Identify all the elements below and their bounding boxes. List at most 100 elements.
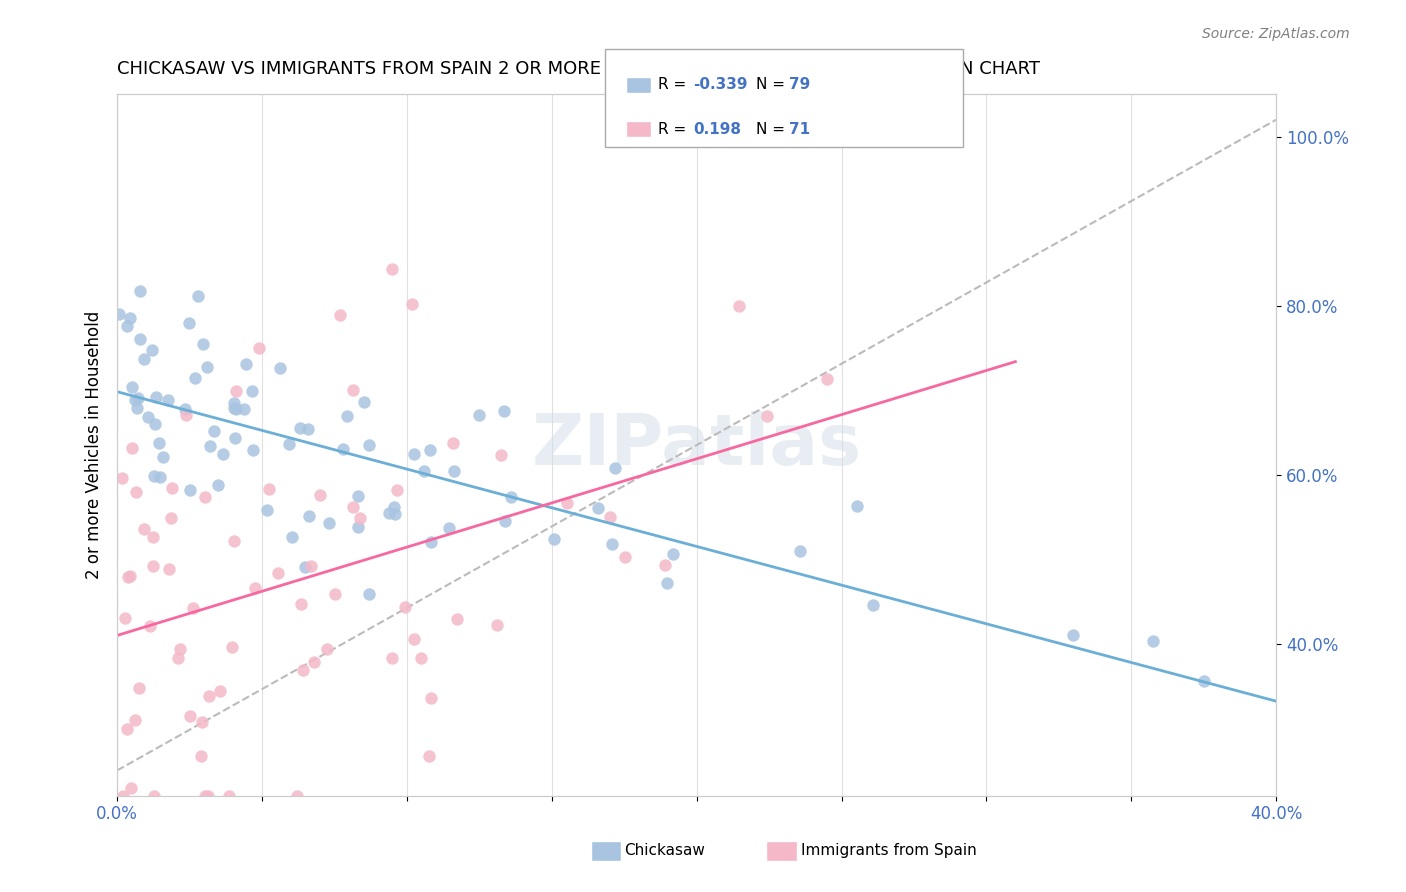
Text: 79: 79 <box>789 78 810 92</box>
Point <box>756 409 779 424</box>
Point <box>441 435 464 450</box>
Point <box>278 437 301 451</box>
Text: R =: R = <box>658 78 692 92</box>
Point <box>125 485 148 500</box>
Point <box>401 296 423 310</box>
Point <box>485 617 508 632</box>
Point <box>142 530 165 544</box>
Point <box>437 521 460 535</box>
Point <box>240 384 263 398</box>
Point <box>121 441 143 455</box>
Point <box>235 357 257 371</box>
Point <box>195 359 218 374</box>
Point <box>332 442 354 456</box>
Text: 71: 71 <box>789 122 810 136</box>
Point <box>654 558 676 572</box>
Point <box>298 508 321 523</box>
Point <box>381 262 404 277</box>
Point <box>162 481 184 495</box>
Point <box>184 371 207 385</box>
Point <box>269 361 291 376</box>
Point <box>347 520 370 534</box>
Point <box>212 447 235 461</box>
Point <box>218 789 240 803</box>
Point <box>385 483 408 497</box>
Point <box>446 612 468 626</box>
Point <box>599 510 621 524</box>
Point <box>139 619 162 633</box>
Point <box>420 535 443 549</box>
Point <box>114 611 136 625</box>
Point <box>141 343 163 357</box>
Point <box>419 443 441 458</box>
Point <box>402 632 425 646</box>
Point <box>346 489 368 503</box>
Point <box>281 530 304 544</box>
Point <box>187 289 209 303</box>
Point <box>224 430 246 444</box>
Point <box>169 642 191 657</box>
Point <box>294 559 316 574</box>
Point <box>815 372 838 386</box>
Point <box>132 523 155 537</box>
Point <box>247 342 270 356</box>
Text: N =: N = <box>756 78 790 92</box>
Y-axis label: 2 or more Vehicles in Household: 2 or more Vehicles in Household <box>86 311 103 579</box>
Point <box>143 417 166 431</box>
Point <box>173 402 195 417</box>
Point <box>290 597 312 611</box>
Point <box>285 789 308 803</box>
Point <box>149 469 172 483</box>
Point <box>194 789 217 803</box>
Point <box>167 651 190 665</box>
Point <box>468 408 491 422</box>
Point <box>336 409 359 424</box>
Point <box>613 549 636 564</box>
Point <box>160 511 183 525</box>
Point <box>157 562 180 576</box>
Point <box>200 439 222 453</box>
Point <box>418 749 440 764</box>
Point <box>404 447 426 461</box>
Point <box>308 488 330 502</box>
Point <box>299 558 322 573</box>
Point <box>382 500 405 514</box>
Point <box>316 641 339 656</box>
Point <box>177 316 200 330</box>
Point <box>233 402 256 417</box>
Point <box>543 532 565 546</box>
Point <box>207 477 229 491</box>
Point <box>494 514 516 528</box>
Point <box>555 496 578 510</box>
Point <box>359 438 381 452</box>
Point <box>242 443 264 458</box>
Point <box>291 663 314 677</box>
Point <box>1194 674 1216 689</box>
Point <box>342 383 364 397</box>
Point <box>127 392 149 406</box>
Point <box>145 390 167 404</box>
Point <box>181 600 204 615</box>
Point <box>117 722 139 736</box>
Point <box>409 650 432 665</box>
Point <box>143 789 166 803</box>
Point <box>134 351 156 366</box>
Point <box>110 471 132 485</box>
Point <box>127 401 149 415</box>
Point <box>136 409 159 424</box>
Text: 0.198: 0.198 <box>693 122 741 136</box>
Point <box>419 691 441 706</box>
Text: N =: N = <box>756 122 790 136</box>
Point <box>221 640 243 655</box>
Point <box>179 709 201 723</box>
Point <box>225 384 247 398</box>
Point <box>148 435 170 450</box>
Point <box>297 422 319 436</box>
Point <box>222 396 245 410</box>
Text: CHICKASAW VS IMMIGRANTS FROM SPAIN 2 OR MORE VEHICLES IN HOUSEHOLD CORRELATION C: CHICKASAW VS IMMIGRANTS FROM SPAIN 2 OR … <box>117 60 1040 78</box>
Point <box>179 483 201 498</box>
Point <box>256 503 278 517</box>
Point <box>378 506 401 520</box>
Point <box>257 483 280 497</box>
Point <box>494 404 516 418</box>
